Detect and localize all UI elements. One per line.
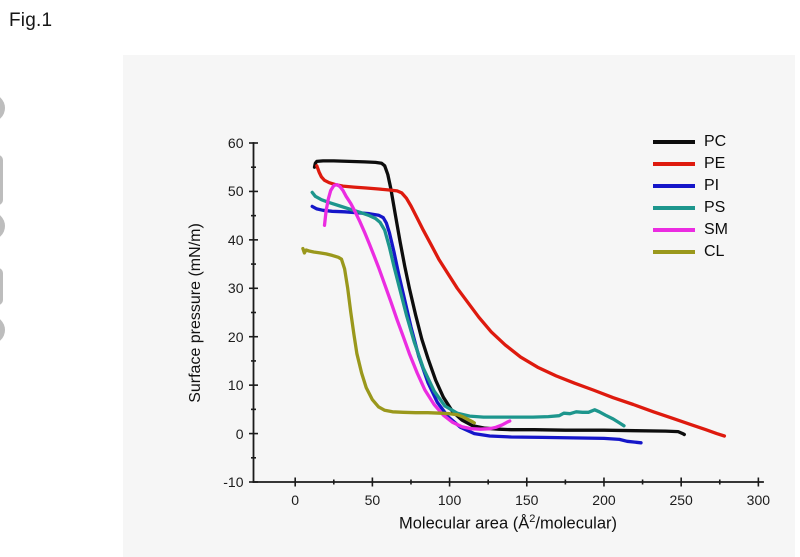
- x-axis-title-prefix: Molecular area (Å: [399, 514, 530, 533]
- y-tick-label: 60: [227, 135, 244, 151]
- legend-swatch-PI: [653, 184, 695, 188]
- y-tick-label: 0: [235, 425, 244, 442]
- chart-image-panel: [123, 55, 795, 557]
- legend-label-SM: SM: [704, 221, 728, 238]
- legend-swatch-PE: [653, 162, 695, 166]
- legend-label-PS: PS: [704, 199, 726, 216]
- x-axis-title: Molecular area (Å2/molecular): [399, 513, 617, 534]
- y-tick-label: -10: [223, 474, 244, 490]
- y-axis-title: Surface pressure (mN/m): [187, 223, 204, 403]
- margin-bubble-icon: [0, 268, 3, 305]
- margin-bubble-icon: [0, 212, 5, 240]
- legend-item-PI: PI: [653, 175, 728, 197]
- legend-label-PE: PE: [704, 155, 726, 172]
- x-tick-label: 300: [746, 492, 771, 508]
- figure-label: Fig.1: [9, 10, 53, 31]
- legend-swatch-PS: [653, 206, 695, 210]
- x-tick-label: 150: [515, 492, 539, 508]
- legend-label-PC: PC: [704, 133, 727, 150]
- series-line-SM: [322, 182, 512, 431]
- series-line-CL: [301, 246, 476, 425]
- legend-swatch-CL: [653, 250, 695, 254]
- series-line-PS: [310, 190, 626, 428]
- y-tick-label: 20: [227, 328, 244, 345]
- chart-legend: PC PE PI PS SM CL: [653, 131, 728, 263]
- legend-swatch-PC: [653, 140, 695, 144]
- series-line-PI: [310, 204, 643, 445]
- x-tick-label: 250: [669, 492, 693, 508]
- x-tick-label: 100: [437, 492, 462, 508]
- x-tick-label: 200: [592, 492, 616, 508]
- legend-swatch-SM: [653, 228, 695, 232]
- legend-label-CL: CL: [704, 243, 725, 260]
- legend-item-SM: SM: [653, 219, 728, 241]
- x-tick-label: 0: [291, 492, 300, 508]
- axis-ticks: [249, 142, 760, 487]
- y-tick-label: 50: [227, 183, 244, 200]
- series-line-PE: [315, 164, 727, 438]
- x-tick-label: 50: [364, 492, 381, 508]
- y-tick-label: 30: [227, 280, 244, 297]
- legend-item-PC: PC: [653, 131, 728, 153]
- series-line-PC: [312, 159, 686, 437]
- margin-bubble-icon: [0, 94, 5, 122]
- margin-bubble-icon: [0, 316, 5, 344]
- legend-item-PE: PE: [653, 153, 728, 175]
- legend-label-PI: PI: [704, 177, 720, 194]
- x-axis-title-suffix: /molecular): [535, 514, 617, 533]
- y-tick-label: 10: [227, 377, 244, 394]
- legend-item-PS: PS: [653, 197, 728, 219]
- x-axis-title-superscript: 2: [529, 513, 536, 525]
- y-tick-label: 40: [227, 231, 244, 248]
- margin-bubble-icon: [0, 155, 3, 205]
- legend-item-CL: CL: [653, 241, 728, 263]
